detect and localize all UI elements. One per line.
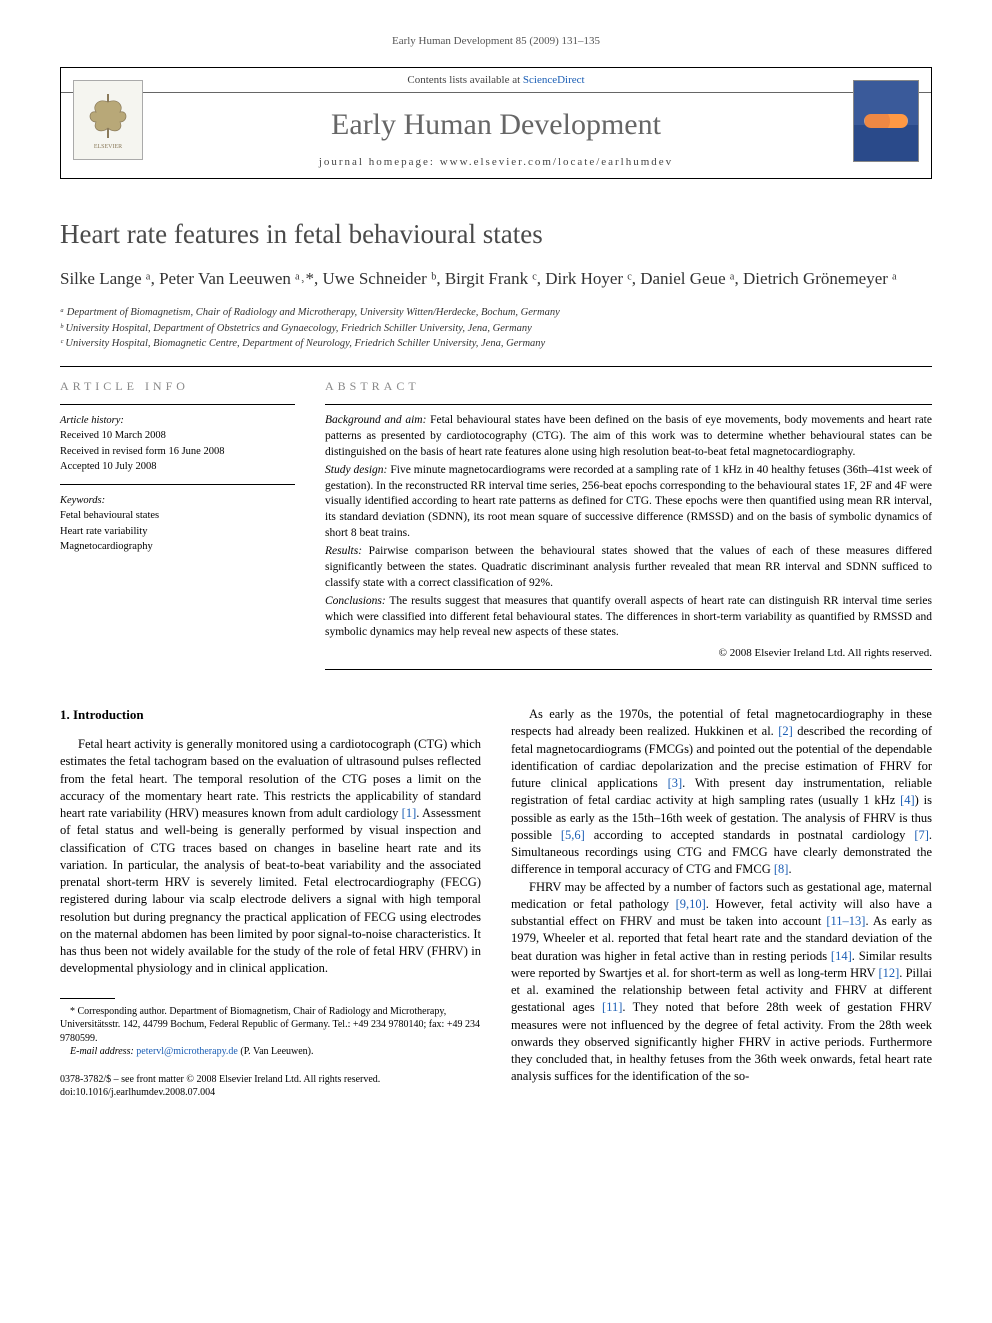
info-abstract-row: ARTICLE INFO Article history: Received 1… <box>60 366 932 670</box>
ref-link-1[interactable]: [1] <box>402 806 417 820</box>
abs-design-text: Five minute magnetocardiograms were reco… <box>325 464 932 539</box>
abs-concl-text: The results suggest that measures that q… <box>325 595 932 639</box>
revised-date: Received in revised form 16 June 2008 <box>60 446 224 457</box>
affiliation-a: ᵃ Department of Biomagnetism, Chair of R… <box>60 305 932 321</box>
corresponding-footnote: * Corresponding author. Department of Bi… <box>60 1005 481 1059</box>
email-who: (P. Van Leeuwen). <box>238 1046 314 1057</box>
email-label: E-mail address: <box>70 1046 136 1057</box>
keywords-label: Keywords: <box>60 495 105 506</box>
rule <box>325 669 932 670</box>
ref-link-910[interactable]: [9,10] <box>676 897 706 911</box>
ref-link-7[interactable]: [7] <box>914 828 929 842</box>
abstract-heading: ABSTRACT <box>325 379 932 394</box>
received-date: Received 10 March 2008 <box>60 430 166 441</box>
intro-para-3: FHRV may be affected by a number of fact… <box>511 879 932 1086</box>
corr-author-text: * Corresponding author. Department of Bi… <box>60 1005 481 1046</box>
tree-icon: ELSEVIER <box>80 88 136 152</box>
mast-homepage-row: journal homepage: www.elsevier.com/locat… <box>61 150 931 178</box>
accepted-date: Accepted 10 July 2008 <box>60 461 157 472</box>
history-label: Article history: <box>60 415 124 426</box>
ref-link-3[interactable]: [3] <box>668 776 683 790</box>
abs-results-label: Results: <box>325 545 362 557</box>
elsevier-logo: ELSEVIER <box>73 80 143 160</box>
keyword: Fetal behavioural states <box>60 510 159 521</box>
cover-art-icon <box>864 114 908 128</box>
affiliation-c: ᶜ University Hospital, Biomagnetic Centr… <box>60 336 932 352</box>
article-title: Heart rate features in fetal behavioural… <box>60 219 932 250</box>
masthead: ELSEVIER Contents lists available at Sci… <box>60 67 932 179</box>
rule <box>60 484 295 485</box>
abs-concl-label: Conclusions: <box>325 595 386 607</box>
abstract-column: ABSTRACT Background and aim: Fetal behav… <box>325 367 932 670</box>
mast-contents-line: Contents lists available at ScienceDirec… <box>61 68 931 93</box>
homepage-label: journal homepage: <box>319 156 440 168</box>
doi-line: doi:10.1016/j.earlhumdev.2008.07.004 <box>60 1086 481 1100</box>
body-columns: 1. Introduction Fetal heart activity is … <box>60 706 932 1099</box>
article-info-column: ARTICLE INFO Article history: Received 1… <box>60 367 295 670</box>
ref-link-4[interactable]: [4] <box>900 793 915 807</box>
mast-journal-row: Early Human Development <box>61 93 931 150</box>
ref-link-56[interactable]: [5,6] <box>561 828 585 842</box>
section-1-heading: 1. Introduction <box>60 706 481 724</box>
ref-link-12[interactable]: [12] <box>878 966 899 980</box>
ref-link-14[interactable]: [14] <box>831 949 852 963</box>
keyword: Magnetocardiography <box>60 541 153 552</box>
body-col-right: As early as the 1970s, the potential of … <box>511 706 932 1099</box>
journal-cover-thumbnail <box>853 80 919 162</box>
abs-design-label: Study design: <box>325 464 387 476</box>
abs-bg-label: Background and aim: <box>325 414 426 426</box>
footnote-rule <box>60 998 115 999</box>
rule <box>60 404 295 405</box>
front-matter-line: 0378-3782/$ – see front matter © 2008 El… <box>60 1073 481 1087</box>
homepage-url[interactable]: www.elsevier.com/locate/earlhumdev <box>440 156 673 168</box>
contents-label: Contents lists available at <box>407 74 522 86</box>
info-heading: ARTICLE INFO <box>60 379 295 394</box>
journal-name: Early Human Development <box>331 108 661 141</box>
email-link[interactable]: petervl@microtherapy.de <box>136 1046 238 1057</box>
running-header: Early Human Development 85 (2009) 131–13… <box>60 35 932 47</box>
keyword: Heart rate variability <box>60 526 147 537</box>
page: Early Human Development 85 (2009) 131–13… <box>0 0 992 1140</box>
abs-results-text: Pairwise comparison between the behaviou… <box>325 545 932 589</box>
affiliation-b: ᵇ University Hospital, Department of Obs… <box>60 321 932 337</box>
author-list: Silke Lange ᵃ, Peter Van Leeuwen ᵃ˒*, Uw… <box>60 268 932 291</box>
rule <box>325 404 932 405</box>
ref-link-11[interactable]: [11] <box>602 1000 622 1014</box>
doi-block: 0378-3782/$ – see front matter © 2008 El… <box>60 1073 481 1100</box>
ref-link-1113[interactable]: [11–13] <box>826 914 865 928</box>
copyright-line: © 2008 Elsevier Ireland Ltd. All rights … <box>325 647 932 659</box>
intro-para-2: As early as the 1970s, the potential of … <box>511 706 932 879</box>
intro-para-1: Fetal heart activity is generally monito… <box>60 736 481 978</box>
corr-email-line: E-mail address: petervl@microtherapy.de … <box>60 1045 481 1059</box>
body-col-left: 1. Introduction Fetal heart activity is … <box>60 706 481 1099</box>
sciencedirect-link[interactable]: ScienceDirect <box>523 74 585 86</box>
ref-link-2[interactable]: [2] <box>778 724 793 738</box>
ref-link-8[interactable]: [8] <box>774 862 789 876</box>
affiliations: ᵃ Department of Biomagnetism, Chair of R… <box>60 305 932 352</box>
svg-text:ELSEVIER: ELSEVIER <box>94 144 122 150</box>
